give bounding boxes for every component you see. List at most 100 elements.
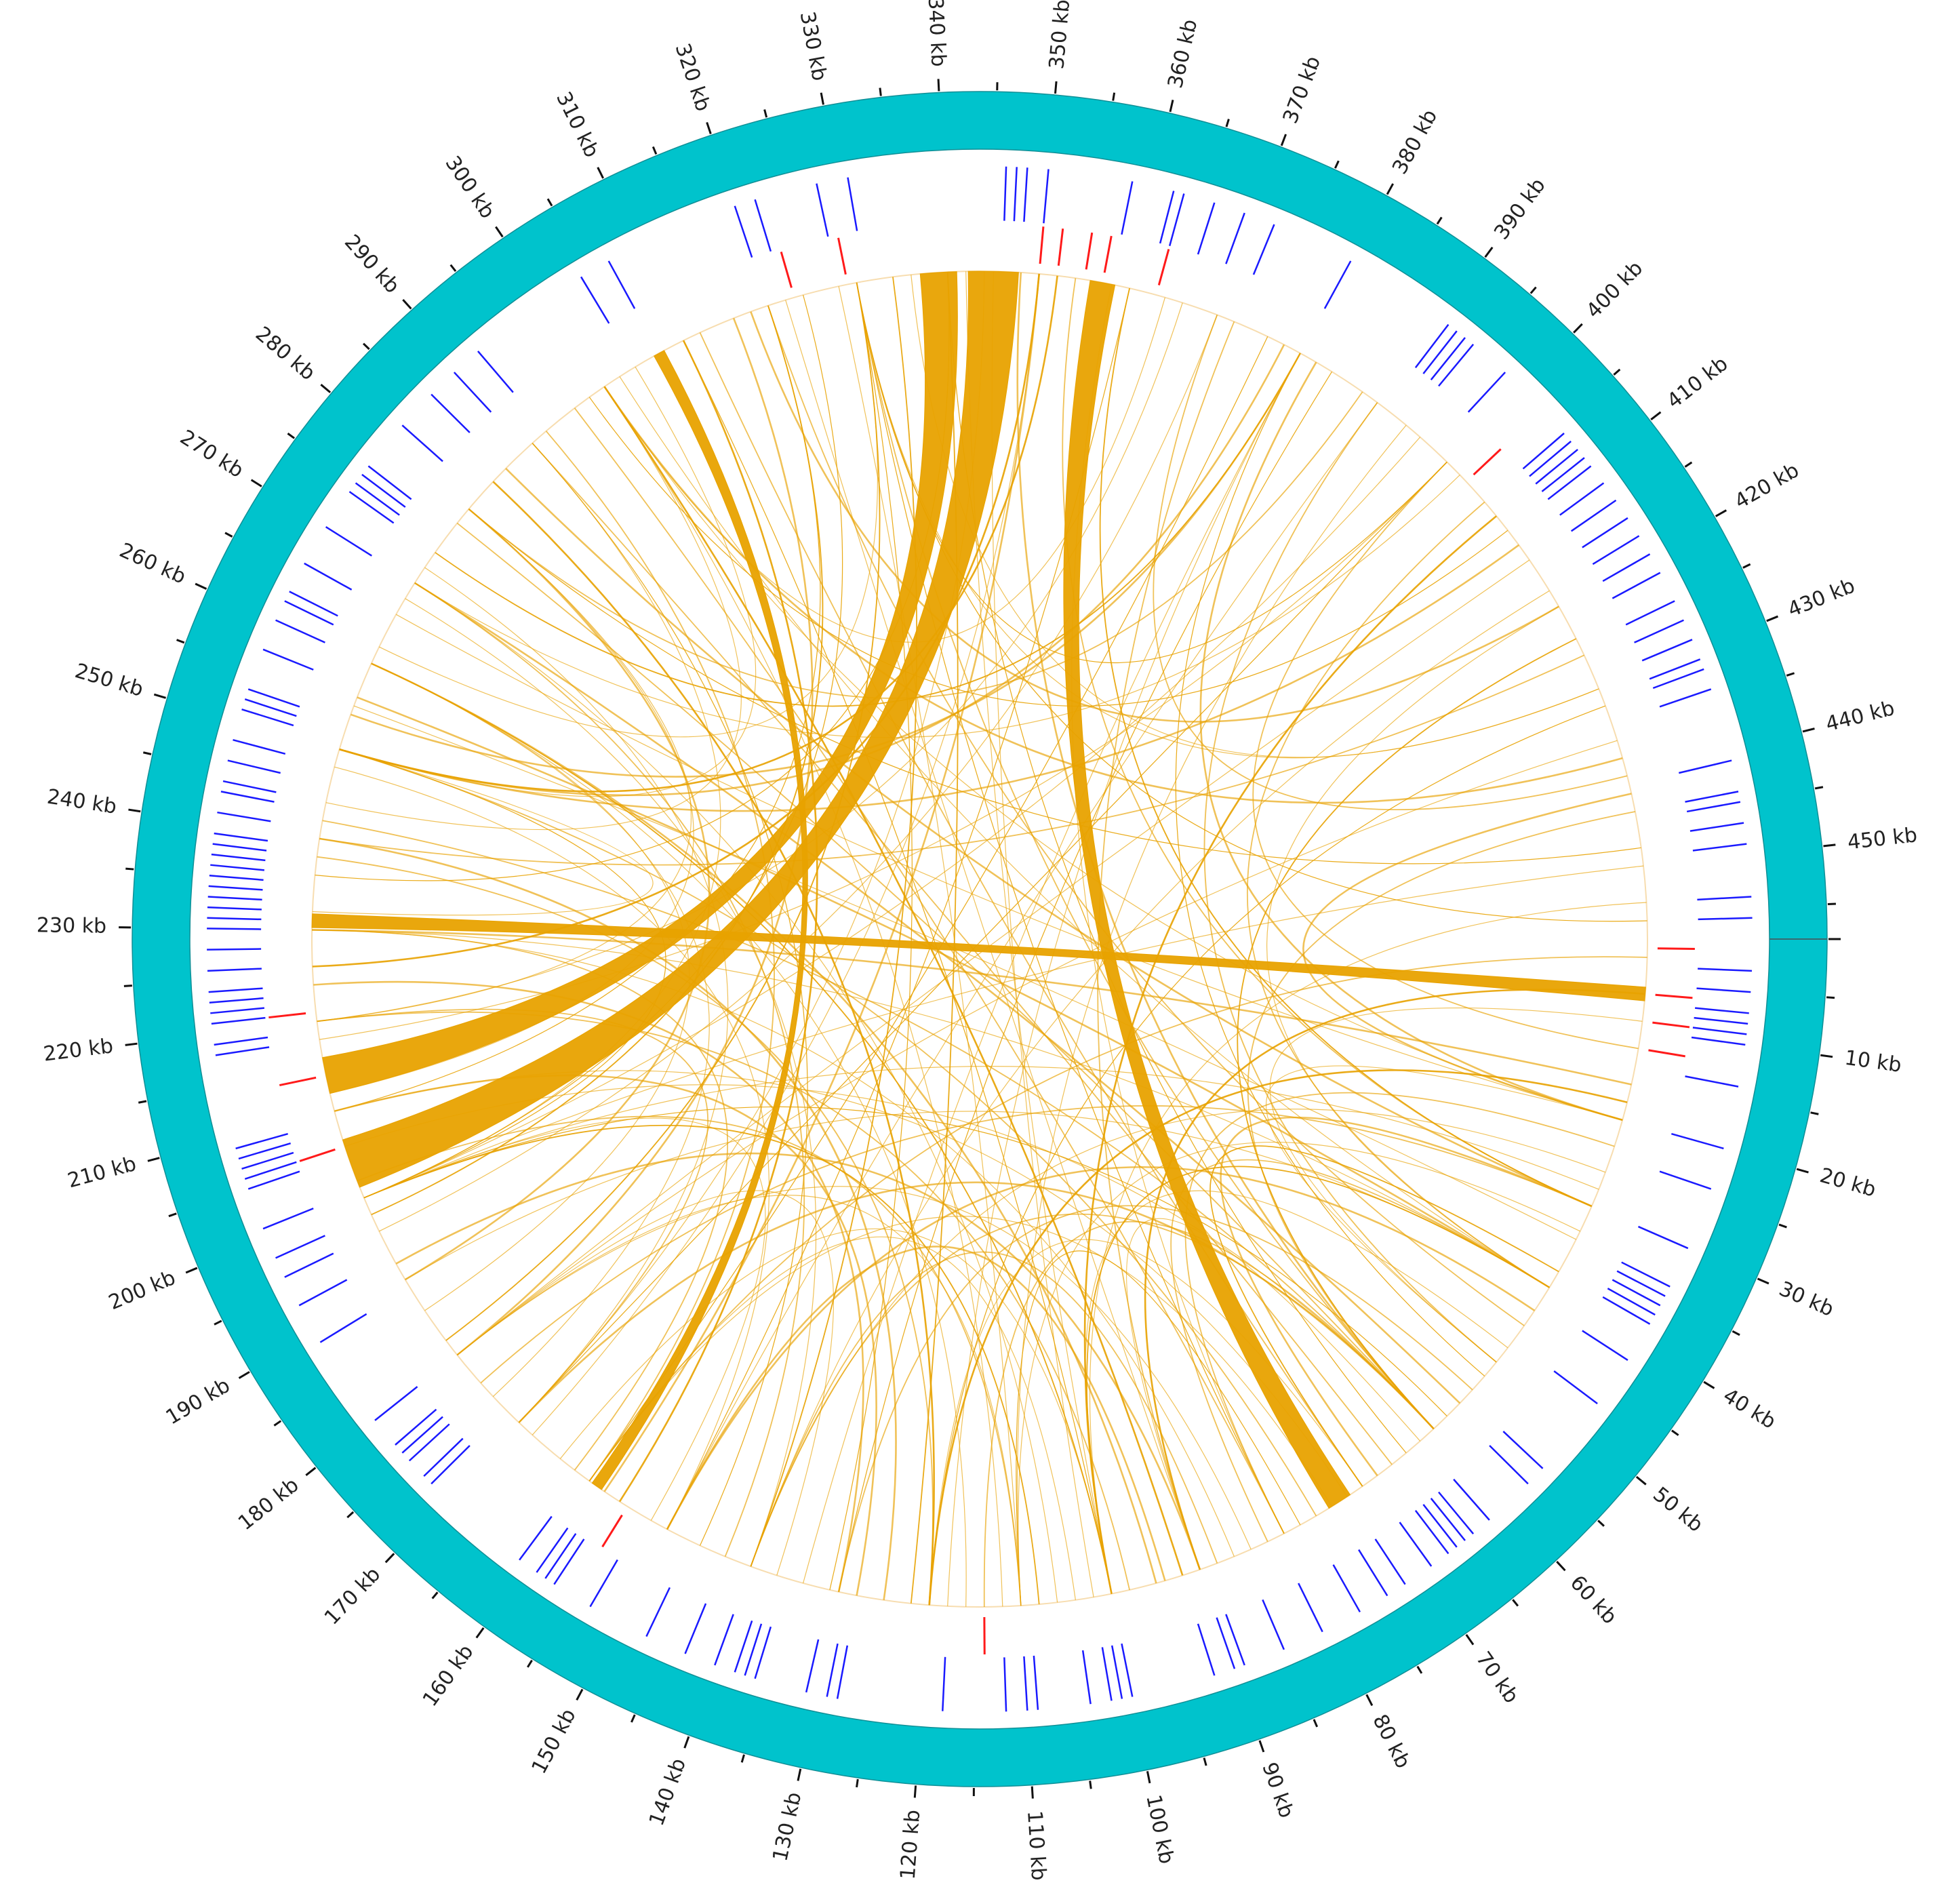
tick-label: 240 kb bbox=[45, 785, 118, 819]
link-curve bbox=[319, 654, 1584, 866]
blue-feature-mark bbox=[1121, 1643, 1134, 1697]
tick-label: 430 kb bbox=[1784, 574, 1858, 622]
blue-feature-mark bbox=[734, 1620, 753, 1673]
blue-feature-mark bbox=[1216, 1617, 1236, 1669]
blue-feature-mark bbox=[367, 465, 412, 500]
blue-feature-mark bbox=[217, 811, 271, 822]
tick-label: 450 kb bbox=[1846, 823, 1918, 854]
blue-feature-mark bbox=[1698, 968, 1753, 972]
tick-mark bbox=[1169, 100, 1174, 113]
link-curve bbox=[319, 461, 1447, 1040]
blue-feature-mark bbox=[553, 1538, 585, 1585]
link-curve bbox=[1237, 638, 1577, 1429]
blue-feature-mark bbox=[477, 351, 514, 393]
blue-feature-mark bbox=[214, 1036, 268, 1046]
blue-feature-mark bbox=[1159, 191, 1175, 244]
tick-mark bbox=[168, 1212, 177, 1218]
tick-mark bbox=[195, 582, 207, 590]
blue-feature-mark bbox=[1252, 224, 1275, 275]
blue-feature-mark bbox=[1003, 166, 1007, 221]
blue-feature-mark bbox=[1438, 344, 1475, 387]
tick-label: 420 kb bbox=[1731, 458, 1803, 514]
blue-feature-mark bbox=[209, 875, 264, 881]
blue-feature-mark bbox=[210, 864, 265, 871]
link-curve bbox=[1018, 1142, 1581, 1606]
red-feature-mark bbox=[1473, 448, 1502, 476]
tick-mark bbox=[1334, 160, 1340, 169]
tick-mark bbox=[431, 1591, 439, 1599]
link-curve bbox=[317, 1008, 708, 1423]
blue-feature-mark bbox=[1641, 639, 1693, 662]
tick-mark bbox=[1802, 728, 1815, 733]
tick-label: 170 kb bbox=[320, 1563, 386, 1630]
blue-feature-mark bbox=[684, 1603, 707, 1654]
blue-feature-mark bbox=[805, 1639, 820, 1693]
link-curve bbox=[1247, 811, 1636, 1429]
blue-feature-mark bbox=[238, 1142, 292, 1160]
blue-feature-mark bbox=[1602, 1296, 1651, 1325]
blue-feature-mark bbox=[1197, 1623, 1216, 1676]
tick-mark bbox=[1112, 92, 1116, 101]
link-curve bbox=[414, 582, 805, 1557]
blue-feature-mark bbox=[1616, 1270, 1666, 1297]
tick-label: 300 kb bbox=[441, 152, 500, 223]
link-curve bbox=[1099, 287, 1593, 1207]
blue-feature-mark bbox=[395, 1408, 437, 1446]
blue-feature-mark bbox=[361, 473, 406, 508]
link-curve bbox=[532, 443, 808, 1546]
link-curve bbox=[405, 598, 817, 1567]
tick-mark bbox=[797, 1768, 802, 1781]
link-curve bbox=[395, 614, 1623, 1121]
tick-label: 370 kb bbox=[1279, 53, 1325, 127]
blue-feature-mark bbox=[1332, 1564, 1361, 1613]
blue-feature-mark bbox=[536, 1527, 569, 1573]
blue-feature-mark bbox=[1013, 167, 1018, 222]
link-curve bbox=[312, 929, 1235, 1557]
blue-feature-mark bbox=[233, 738, 286, 755]
tick-mark bbox=[1465, 1633, 1475, 1646]
blue-feature-mark bbox=[1637, 1225, 1689, 1250]
tick-mark bbox=[820, 92, 824, 105]
link-curve bbox=[838, 1205, 1473, 1592]
tick-label: 50 kb bbox=[1648, 1482, 1707, 1536]
link-curve bbox=[588, 336, 1268, 1482]
link-curve bbox=[588, 1216, 1333, 1507]
tick-label: 70 kb bbox=[1471, 1648, 1523, 1708]
tick-mark bbox=[1814, 786, 1824, 790]
blue-feature-mark bbox=[1570, 499, 1617, 532]
link-curve bbox=[414, 582, 1058, 1603]
tick-mark bbox=[305, 1467, 317, 1477]
blue-feature-mark bbox=[208, 987, 263, 993]
link-curve bbox=[363, 1066, 1599, 1199]
blue-feature-mark bbox=[401, 1416, 443, 1454]
tick-label: 350 kb bbox=[1045, 0, 1075, 71]
blue-feature-mark bbox=[1489, 1445, 1529, 1485]
tick-mark bbox=[631, 1714, 636, 1723]
blue-feature-mark bbox=[744, 1623, 763, 1676]
tick-label: 110 kb bbox=[1022, 1810, 1050, 1881]
tick-mark bbox=[937, 79, 940, 92]
blue-feature-mark bbox=[431, 393, 471, 433]
tick-label: 20 kb bbox=[1817, 1164, 1878, 1201]
tick-label: 100 kb bbox=[1141, 1793, 1178, 1866]
link-curve bbox=[334, 1070, 1348, 1497]
link-curve bbox=[317, 856, 934, 1606]
tick-mark bbox=[449, 264, 457, 272]
link-curve bbox=[518, 1181, 1435, 1430]
link-curve bbox=[322, 820, 1435, 1429]
link-curve bbox=[1220, 1116, 1593, 1477]
tick-label: 60 kb bbox=[1565, 1571, 1622, 1629]
blue-feature-mark bbox=[247, 1170, 300, 1190]
blue-feature-mark bbox=[1453, 1478, 1490, 1521]
blue-feature-mark bbox=[1225, 212, 1245, 264]
link-curve bbox=[1302, 793, 1632, 1121]
tick-mark bbox=[527, 1659, 533, 1668]
red-feature-mark bbox=[268, 1012, 306, 1019]
tick-mark bbox=[879, 87, 882, 96]
tick-mark bbox=[1613, 368, 1621, 376]
tick-mark bbox=[1225, 119, 1230, 127]
red-feature-mark bbox=[1652, 1021, 1690, 1029]
tick-label: 180 kb bbox=[234, 1473, 304, 1536]
tick-label: 340 kb bbox=[923, 0, 951, 67]
